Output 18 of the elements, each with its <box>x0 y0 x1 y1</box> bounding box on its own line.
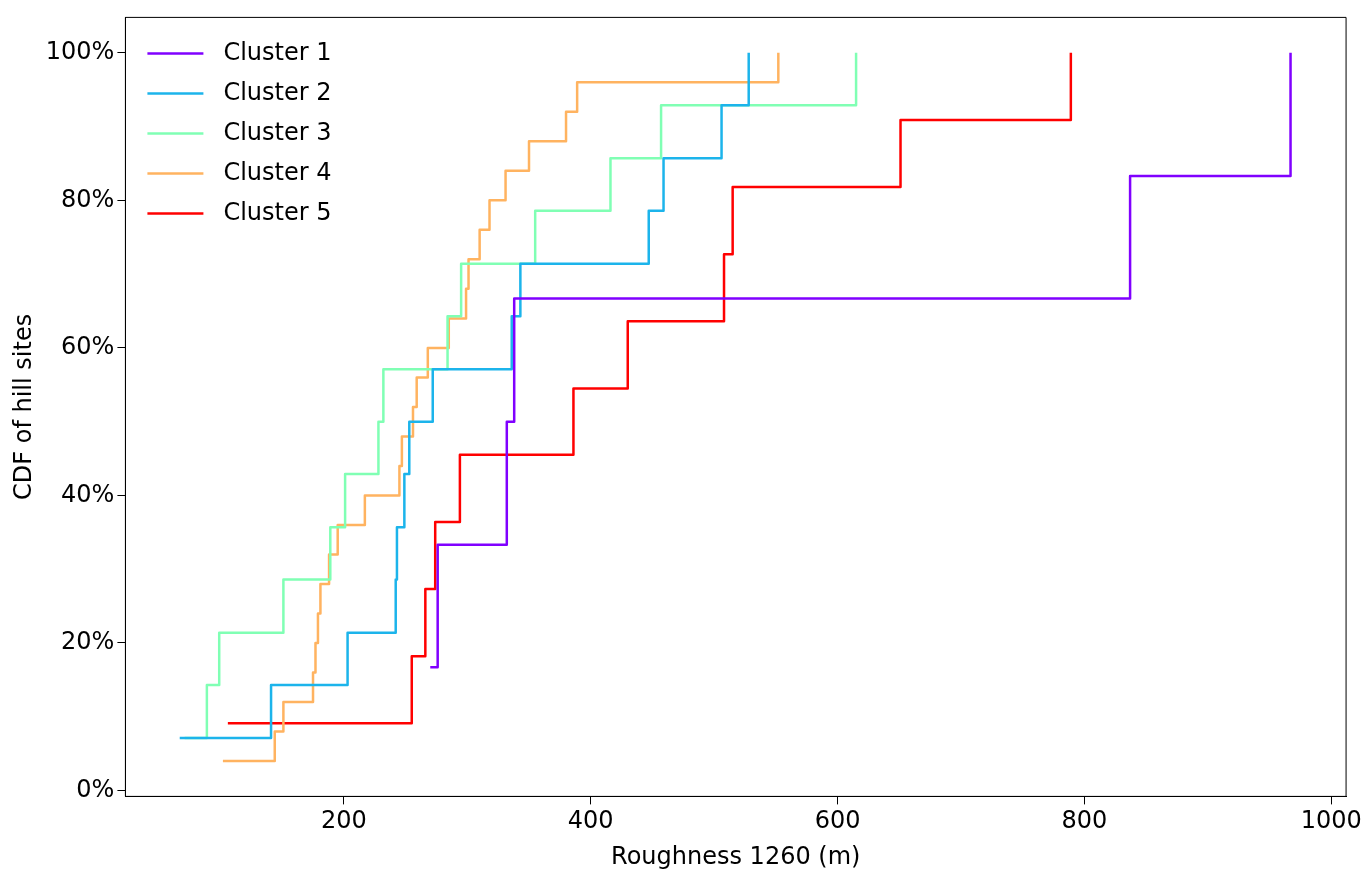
legend-label: Cluster 3 <box>223 117 332 146</box>
legend-label: Cluster 2 <box>223 77 332 106</box>
x-tick-label: 200 <box>320 806 367 835</box>
x-tick-label: 800 <box>1061 806 1108 835</box>
y-tick-label: 40% <box>61 479 115 508</box>
x-tick-label: 600 <box>814 806 861 835</box>
y-tick-label: 0% <box>76 774 115 803</box>
x-tick-label: 400 <box>567 806 614 835</box>
y-tick-label: 80% <box>61 184 115 213</box>
x-tick-label: 1000 <box>1300 806 1362 835</box>
y-tick-label: 60% <box>61 332 115 361</box>
y-tick-label: 20% <box>61 627 115 656</box>
y-tick-label: 100% <box>45 37 115 66</box>
y-axis-title: CDF of hill sites <box>8 313 37 500</box>
legend-label: Cluster 5 <box>223 197 332 226</box>
x-axis-title: Roughness 1260 (m) <box>611 841 861 870</box>
legend-label: Cluster 1 <box>223 37 332 66</box>
legend-label: Cluster 4 <box>223 157 332 186</box>
